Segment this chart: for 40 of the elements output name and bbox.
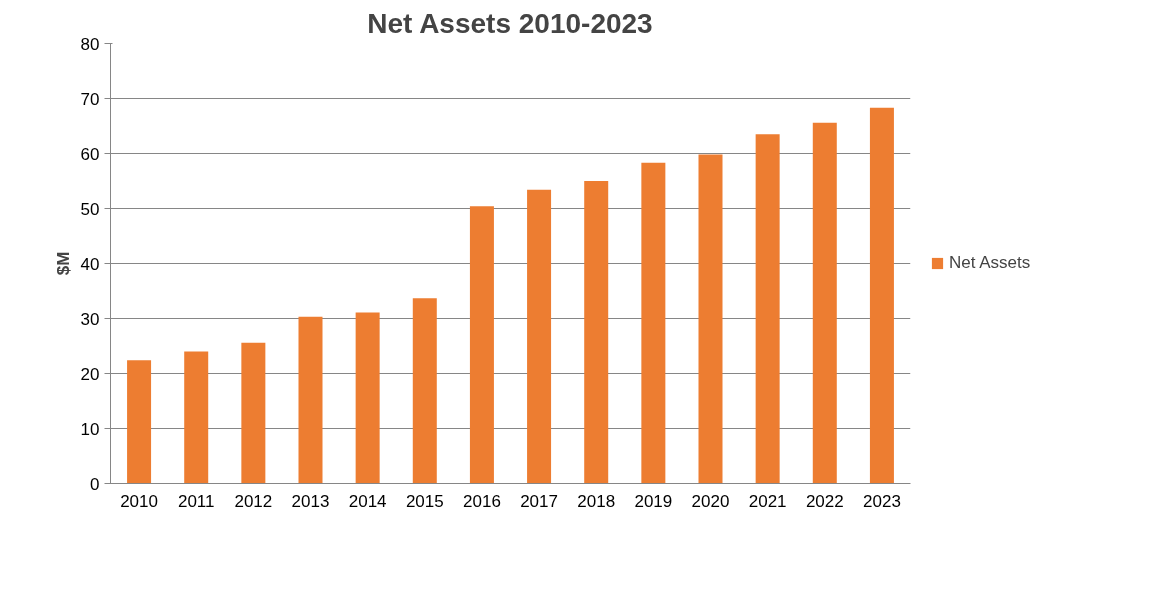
bar <box>869 107 894 484</box>
bar <box>584 181 609 484</box>
y-tick-label: 30 <box>80 309 100 329</box>
y-tick-label: 50 <box>80 199 100 219</box>
x-tick-label: 2022 <box>805 491 844 511</box>
bar <box>298 316 323 484</box>
bar <box>355 312 380 484</box>
y-tick-label: 10 <box>80 419 100 439</box>
bar <box>241 342 266 484</box>
chart-title: Net Assets 2010-2023 <box>367 7 653 39</box>
x-tick-label: 2010 <box>120 491 158 511</box>
y-tick-label: 20 <box>80 364 100 384</box>
bar <box>698 154 723 484</box>
x-tick-label: 2017 <box>520 491 558 511</box>
x-tick-label: 2023 <box>863 491 901 511</box>
x-tick-label: 2012 <box>234 491 273 511</box>
bar <box>527 189 552 484</box>
x-tick-label: 2011 <box>177 491 215 511</box>
x-tick-label: 2013 <box>291 491 330 511</box>
y-tick-label: 60 <box>80 144 100 164</box>
bar <box>184 351 209 484</box>
y-tick-label: 70 <box>80 89 100 109</box>
x-tick-label: 2020 <box>691 491 730 511</box>
y-tick-label: 0 <box>90 474 100 494</box>
bar <box>469 206 494 484</box>
bar <box>812 122 837 484</box>
bar <box>127 360 152 484</box>
bar <box>641 162 666 484</box>
x-tick-label: 2016 <box>463 491 501 511</box>
y-tick-label: 80 <box>80 34 100 54</box>
bar <box>412 298 437 484</box>
x-tick-label: 2019 <box>634 491 673 511</box>
x-tick-label: 2015 <box>405 491 444 511</box>
y-axis-title: $M <box>53 251 73 276</box>
x-tick-label: 2018 <box>577 491 616 511</box>
x-tick-label: 2014 <box>348 491 387 511</box>
legend-label: Net Assets <box>949 253 1031 273</box>
y-tick-label: 40 <box>80 254 100 274</box>
bar <box>755 134 780 484</box>
x-tick-label: 2021 <box>748 491 787 511</box>
